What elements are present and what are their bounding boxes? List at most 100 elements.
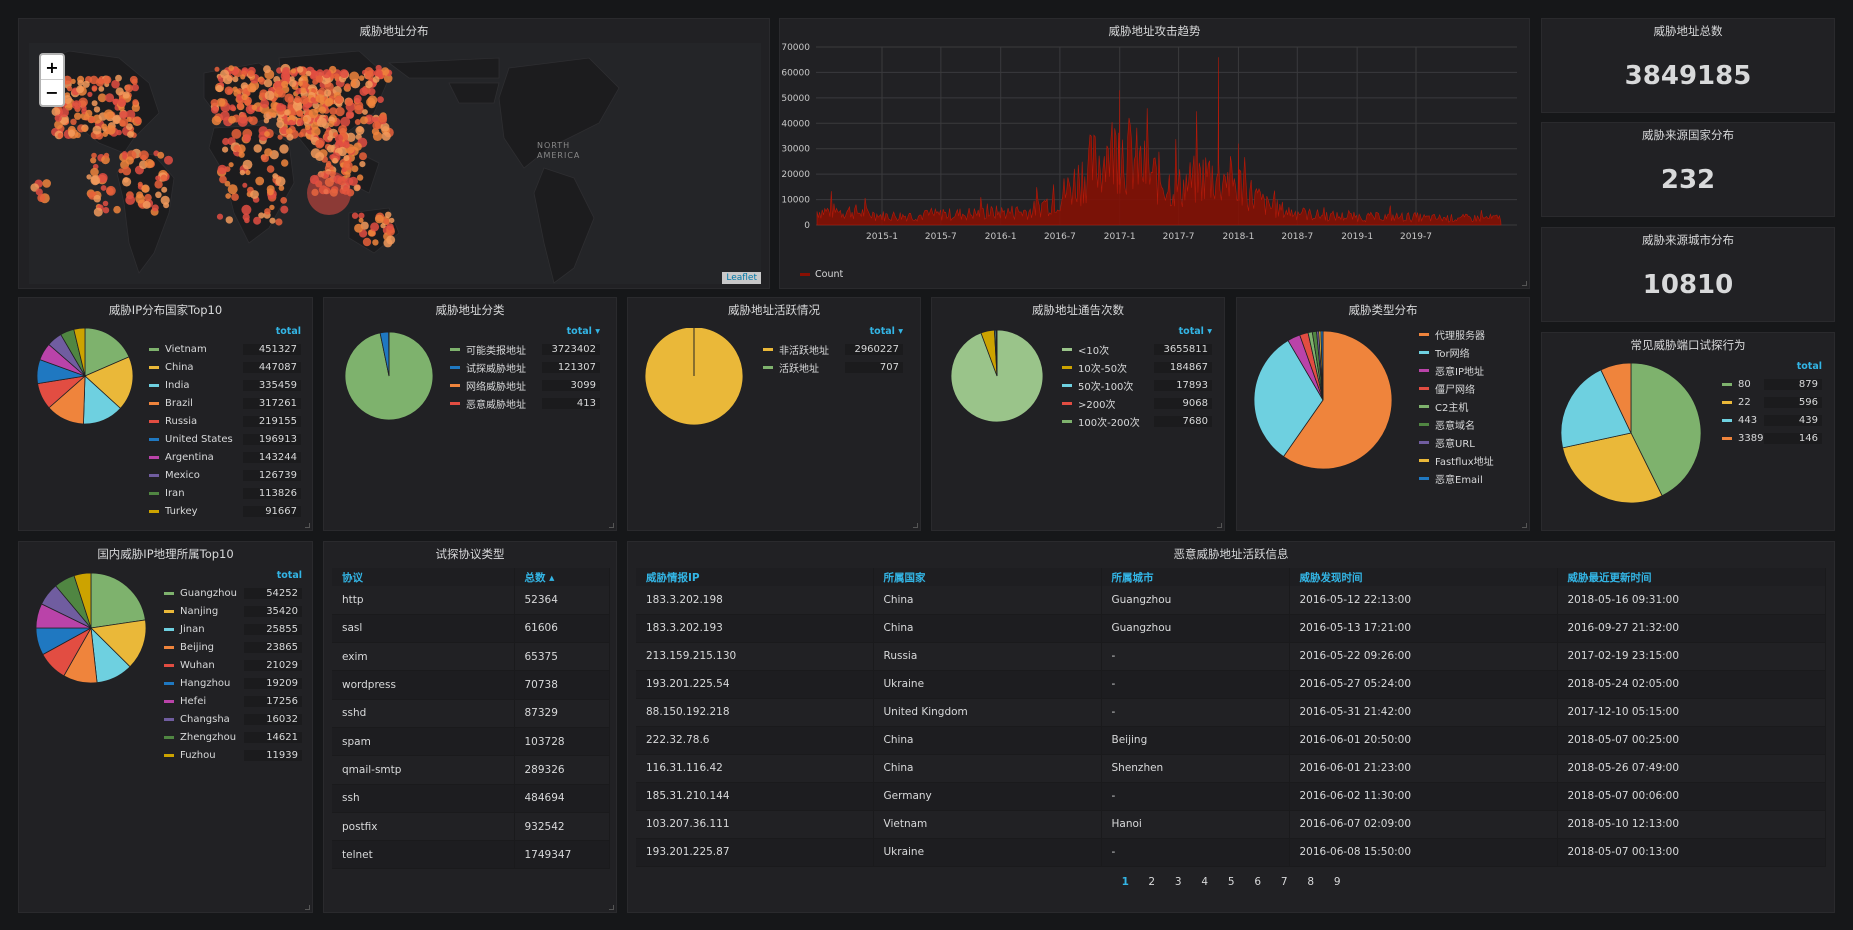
threat-marker[interactable] (35, 188, 43, 196)
threat-marker[interactable] (225, 216, 233, 224)
protocol-row[interactable]: wordpress 70738 (332, 670, 610, 700)
resize-handle[interactable] (609, 523, 614, 528)
threat-marker[interactable] (354, 119, 361, 125)
threat-marker[interactable] (304, 124, 311, 131)
threat-marker[interactable] (161, 186, 168, 193)
threat-marker[interactable] (316, 117, 327, 128)
pie-slice-vietnam[interactable] (84, 328, 130, 377)
threat-marker[interactable] (229, 104, 236, 111)
threat-marker[interactable] (335, 106, 345, 117)
active-info-row[interactable]: 213.159.215.130 Russia -2016-05-22 09:26:0… (636, 642, 1826, 671)
legend-item[interactable]: 活跃地址 707 (763, 358, 903, 376)
threat-marker[interactable] (371, 127, 380, 136)
threat-marker[interactable] (374, 69, 383, 78)
threat-marker[interactable] (298, 131, 304, 138)
threat-marker[interactable] (362, 237, 372, 247)
threat-marker[interactable] (97, 173, 108, 183)
threat-marker[interactable] (95, 78, 105, 87)
threat-marker[interactable] (297, 80, 303, 87)
threat-marker[interactable] (59, 114, 69, 125)
threat-marker[interactable] (68, 129, 76, 137)
threat-marker[interactable] (129, 75, 138, 84)
legend-item[interactable]: Vietnam 451327 (149, 340, 301, 358)
threat-marker[interactable] (93, 207, 103, 217)
threat-marker[interactable] (154, 180, 163, 189)
threat-marker[interactable] (310, 69, 317, 76)
threat-marker[interactable] (305, 70, 312, 77)
threat-marker[interactable] (383, 74, 393, 83)
threat-marker[interactable] (251, 104, 257, 110)
pie-slice-china[interactable] (84, 356, 134, 409)
threat-marker[interactable] (133, 116, 141, 124)
threat-marker[interactable] (215, 84, 223, 93)
legend-item[interactable]: Wuhan 21029 (164, 656, 302, 674)
legend-item[interactable]: 网络威胁地址 3099 (450, 376, 600, 394)
threat-marker[interactable] (316, 69, 324, 78)
legend-item[interactable]: Fastflux地址 (1419, 451, 1519, 469)
pie-slice--[interactable] (644, 328, 744, 426)
threat-marker[interactable] (216, 213, 224, 220)
threat-marker[interactable] (258, 77, 266, 85)
threat-marker[interactable] (275, 86, 283, 95)
legend-item[interactable]: Brazil 317261 (149, 394, 301, 412)
threat-marker[interactable] (160, 174, 168, 182)
threat-marker[interactable] (224, 86, 234, 95)
threat-marker[interactable] (306, 134, 312, 140)
threat-marker[interactable] (105, 125, 116, 135)
protocol-row[interactable]: spam 103728 (332, 727, 610, 757)
threat-marker[interactable] (63, 95, 72, 104)
threat-marker[interactable] (137, 181, 143, 187)
legend-item[interactable]: Hangzhou 19209 (164, 674, 302, 692)
threat-marker[interactable] (240, 74, 246, 80)
active-info-row[interactable]: 183.3.202.198 China Guangzhou 2016-05-12 22… (636, 586, 1826, 615)
threat-marker[interactable] (241, 93, 248, 101)
threat-marker[interactable] (77, 79, 84, 87)
threat-marker[interactable] (238, 151, 245, 158)
threat-marker[interactable] (337, 146, 348, 157)
active-info-row[interactable]: 193.201.225.54 Ukraine -2016-05-27 05:24:0… (636, 670, 1826, 699)
threat-marker[interactable] (247, 116, 253, 123)
count-header[interactable]: 总数 ▴ (514, 568, 610, 586)
threat-marker[interactable] (247, 70, 255, 77)
threat-marker[interactable] (211, 115, 222, 126)
threat-marker[interactable] (275, 176, 286, 187)
threat-marker[interactable] (296, 119, 304, 126)
pie-slice-fuzhou[interactable] (73, 573, 92, 629)
threat-marker[interactable] (242, 159, 253, 170)
threat-marker[interactable] (332, 157, 338, 164)
legend-item[interactable]: Argentina 143244 (149, 448, 301, 466)
legend-item[interactable]: Nanjing 35420 (164, 602, 302, 620)
threat-marker[interactable] (74, 112, 82, 120)
threat-marker[interactable] (280, 197, 288, 204)
threat-marker[interactable] (280, 126, 288, 135)
threat-marker[interactable] (231, 193, 239, 201)
threat-marker[interactable] (268, 107, 278, 117)
threat-marker[interactable] (334, 95, 343, 104)
threat-marker[interactable] (258, 212, 265, 219)
active-info-row[interactable]: 116.31.116.42 China Shenzhen 2016-06-01 21:… (636, 754, 1826, 783)
country-header[interactable]: 所属国家 (873, 568, 1102, 586)
resize-handle[interactable] (913, 523, 918, 528)
threat-marker[interactable] (276, 116, 283, 123)
threat-marker[interactable] (232, 76, 239, 83)
threat-marker[interactable] (333, 73, 340, 80)
threat-marker[interactable] (324, 82, 334, 92)
legend-header[interactable]: total (275, 326, 301, 337)
threat-marker[interactable] (359, 152, 367, 161)
threat-marker[interactable] (90, 167, 99, 177)
threat-marker[interactable] (310, 97, 316, 103)
threat-marker[interactable] (318, 106, 327, 114)
threat-marker[interactable] (115, 74, 122, 82)
threat-marker[interactable] (136, 191, 144, 199)
threat-marker[interactable] (59, 107, 69, 118)
page-link[interactable]: 3 (1174, 876, 1182, 888)
threat-marker[interactable] (288, 79, 297, 87)
legend-item[interactable]: 非活跃地址 2960227 (763, 340, 903, 358)
threat-marker[interactable] (91, 100, 98, 107)
legend-item[interactable]: 恶意URL (1419, 433, 1519, 451)
pie-country-chart[interactable] (35, 328, 145, 438)
legend-item[interactable]: 80 879 (1722, 375, 1822, 393)
legend-header[interactable]: total (1796, 361, 1822, 372)
threat-marker[interactable] (288, 119, 295, 126)
page-link[interactable]: 6 (1254, 876, 1262, 888)
